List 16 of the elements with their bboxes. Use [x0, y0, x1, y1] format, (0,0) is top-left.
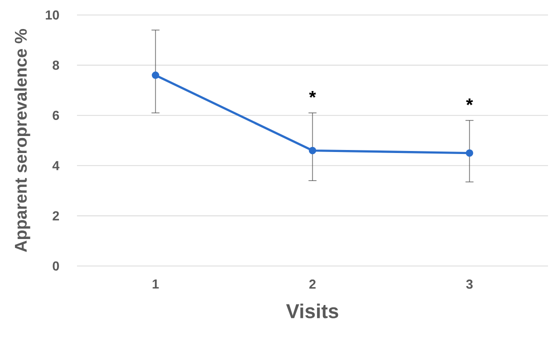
x-tick-label: 1 — [152, 280, 159, 288]
y-tick-label: 10 — [46, 10, 59, 20]
y-axis-title: Apparent seroprevalence % — [14, 29, 30, 252]
y-tick-label: 2 — [52, 211, 59, 220]
x-axis-title: Visits — [286, 304, 338, 318]
annotation: * — [466, 98, 473, 106]
y-tick-label: 8 — [52, 60, 60, 70]
y-tick-label: 0 — [52, 261, 59, 271]
point — [466, 149, 474, 157]
point — [152, 72, 160, 79]
x-tick-label: 3 — [466, 280, 473, 289]
annotation: * — [309, 90, 316, 98]
y-tick-label: 4 — [52, 161, 60, 170]
x-tick-label: 2 — [309, 280, 316, 289]
y-tick-label: 6 — [52, 110, 60, 120]
point — [308, 146, 316, 154]
